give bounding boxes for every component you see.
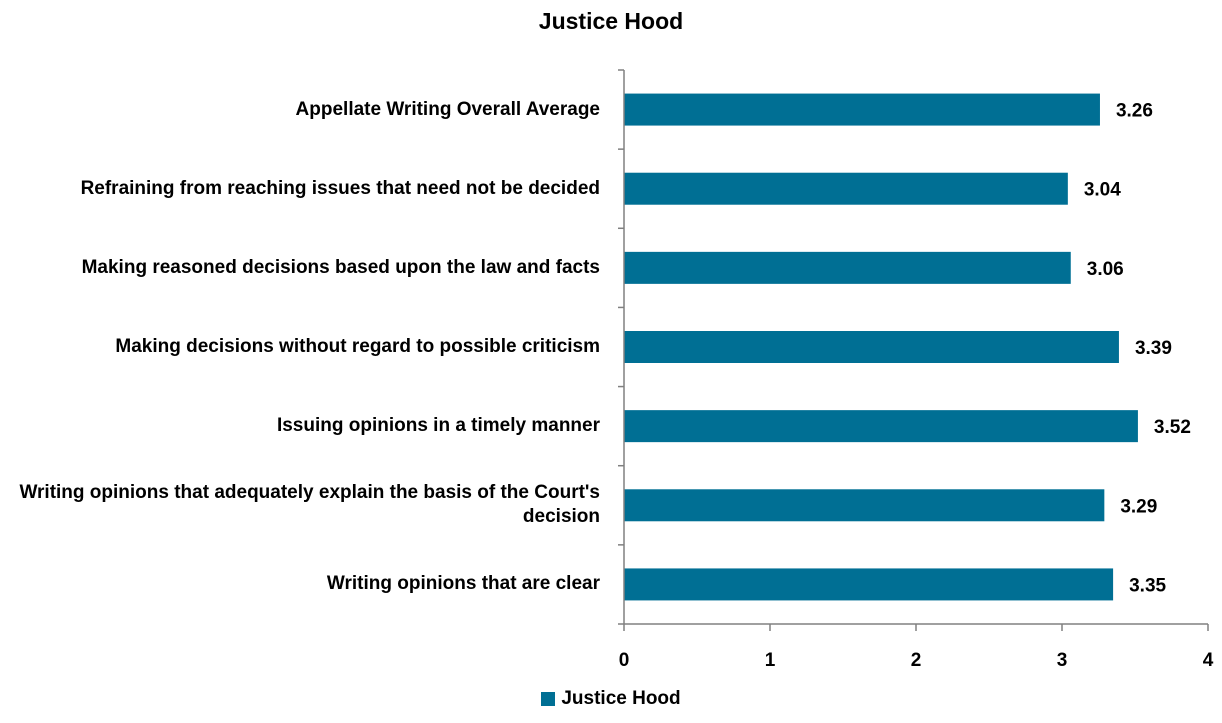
bar — [624, 93, 1100, 126]
x-tick-label: 0 — [619, 650, 630, 671]
data-label: 3.06 — [1087, 259, 1124, 280]
category-label: Issuing opinions in a timely manner — [276, 415, 600, 437]
category-label: Making reasoned decisions based upon the… — [81, 256, 600, 278]
x-tick-label: 2 — [911, 650, 922, 671]
legend-swatch — [541, 692, 556, 706]
bar — [624, 331, 1119, 363]
data-labels-layer: 3.26 3.04 3.06 3.39 3.52 3.29 3.35 — [1084, 101, 1191, 597]
legend-label: Justice Hood — [561, 688, 681, 709]
data-label: 3.35 — [1129, 575, 1166, 596]
data-label: 3.04 — [1084, 180, 1121, 201]
bars-layer — [624, 93, 1138, 601]
bar — [624, 410, 1138, 443]
axis-layer: 0 1 2 3 4 — [618, 69, 1214, 671]
data-label: 3.29 — [1120, 496, 1157, 517]
x-tick-label: 4 — [1203, 650, 1214, 671]
data-label: 3.52 — [1154, 417, 1191, 438]
category-label: Writing opinions that adequately explain… — [19, 482, 600, 528]
category-label: Writing opinions that are clear — [326, 573, 600, 595]
bar — [624, 172, 1068, 205]
legend: Justice Hood — [0, 688, 1222, 710]
category-label: Appellate Writing Overall Average — [295, 98, 600, 120]
x-tick-label: 3 — [1057, 650, 1068, 671]
category-label: Making decisions without regard to possi… — [115, 336, 600, 357]
bar — [624, 568, 1114, 601]
chart-title: Justice Hood — [538, 8, 684, 34]
data-label: 3.26 — [1116, 101, 1153, 122]
data-label: 3.39 — [1135, 338, 1172, 359]
category-label: Refraining from reaching issues that nee… — [80, 177, 600, 199]
bar — [624, 251, 1071, 284]
bar — [624, 489, 1105, 522]
x-tick-label: 1 — [765, 650, 776, 671]
